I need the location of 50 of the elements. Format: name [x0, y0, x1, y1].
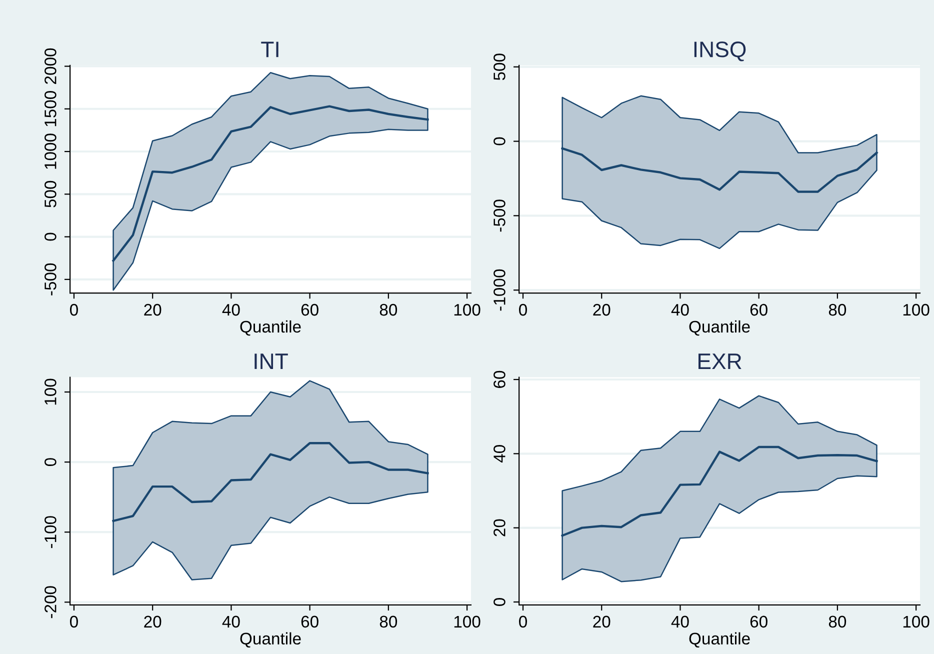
- x-tick-label: 40: [222, 304, 240, 316]
- x-tick-label: 0: [70, 304, 78, 316]
- x-axis-title: Quantile: [240, 320, 301, 336]
- chart-title: TI: [261, 42, 278, 58]
- y-tick-label: 0: [44, 458, 56, 466]
- x-tick-label: 20: [144, 616, 162, 628]
- y-tick-label: 20: [494, 519, 506, 536]
- x-tick-label: 80: [828, 616, 846, 628]
- x-tick-label: 60: [750, 616, 768, 628]
- x-tick-label: 0: [519, 304, 527, 316]
- x-tick-label: 40: [671, 304, 689, 316]
- y-tick-label: 500: [494, 54, 506, 80]
- x-tick-label: 0: [70, 616, 78, 628]
- y-tick-label: 2000: [44, 48, 56, 84]
- y-tick-label: 1000: [44, 134, 56, 169]
- x-axis-title: Quantile: [689, 632, 750, 648]
- x-tick-label: 100: [903, 616, 930, 628]
- x-tick-label: 80: [828, 304, 846, 316]
- y-tick-label: 0: [44, 232, 56, 241]
- x-tick-label: 80: [380, 304, 398, 316]
- chart-title: EXR: [698, 354, 742, 369]
- x-axis-title: Quantile: [240, 632, 301, 648]
- x-tick-label: 20: [144, 304, 162, 316]
- x-tick-label: 100: [454, 304, 480, 316]
- y-tick-label: -100: [44, 516, 56, 548]
- x-tick-label: 60: [301, 304, 318, 316]
- y-tick-label: -200: [44, 586, 56, 618]
- y-tick-label: 100: [44, 378, 56, 405]
- y-tick-label: 0: [494, 598, 506, 606]
- x-tick-label: 100: [454, 616, 480, 628]
- y-tick-label: -1000: [494, 269, 506, 311]
- x-axis-title: Quantile: [689, 320, 750, 336]
- x-tick-label: 20: [593, 616, 610, 628]
- chart-title: INSQ: [694, 42, 746, 62]
- y-tick-label: -500: [494, 200, 506, 232]
- y-tick-label: 0: [494, 137, 506, 146]
- y-tick-label: 500: [44, 180, 56, 208]
- x-tick-label: 40: [222, 616, 240, 628]
- y-tick-label: 1500: [44, 90, 56, 126]
- chart-title: INT: [254, 354, 288, 369]
- x-tick-label: 40: [671, 616, 689, 628]
- y-tick-label: 60: [494, 370, 506, 388]
- x-tick-label: 100: [903, 304, 930, 316]
- y-tick-label: 40: [494, 445, 506, 463]
- x-tick-label: 0: [519, 616, 527, 628]
- x-tick-label: 20: [593, 304, 610, 316]
- x-tick-label: 60: [301, 616, 318, 628]
- x-tick-label: 80: [380, 616, 398, 628]
- x-tick-label: 60: [750, 304, 768, 316]
- y-tick-label: -500: [44, 263, 56, 296]
